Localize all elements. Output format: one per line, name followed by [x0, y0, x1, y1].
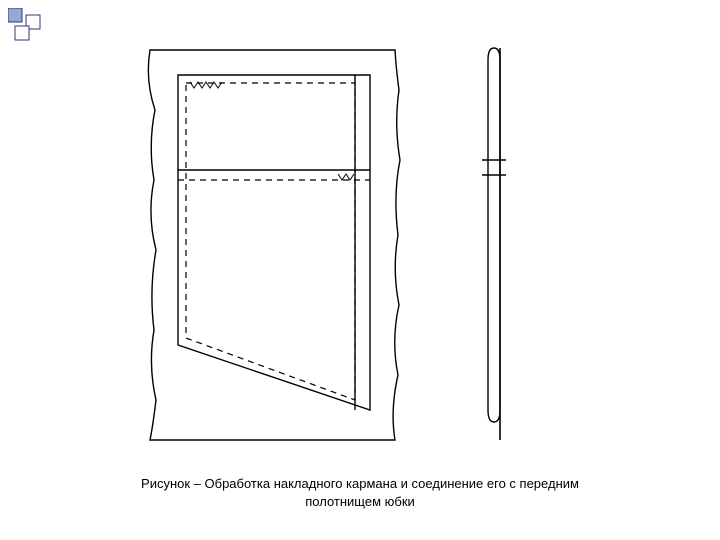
caption-line-2: полотнищем юбки	[305, 494, 415, 509]
side-view	[482, 48, 506, 440]
sewing-diagram	[120, 40, 600, 460]
diagram-area	[120, 40, 600, 460]
figure-caption: Рисунок – Обработка накладного кармана и…	[0, 475, 720, 510]
deco-square-1	[8, 8, 22, 22]
corner-decoration	[8, 8, 58, 63]
zigzag-mid	[338, 174, 354, 180]
front-view	[148, 50, 400, 440]
deco-square-3	[15, 26, 29, 40]
pocket-outer	[178, 75, 370, 410]
caption-line-1: Рисунок – Обработка накладного кармана и…	[141, 476, 579, 491]
pocket-stitch-dashed	[186, 83, 355, 400]
zigzag-top	[190, 82, 222, 88]
side-fold-loop	[488, 48, 500, 422]
